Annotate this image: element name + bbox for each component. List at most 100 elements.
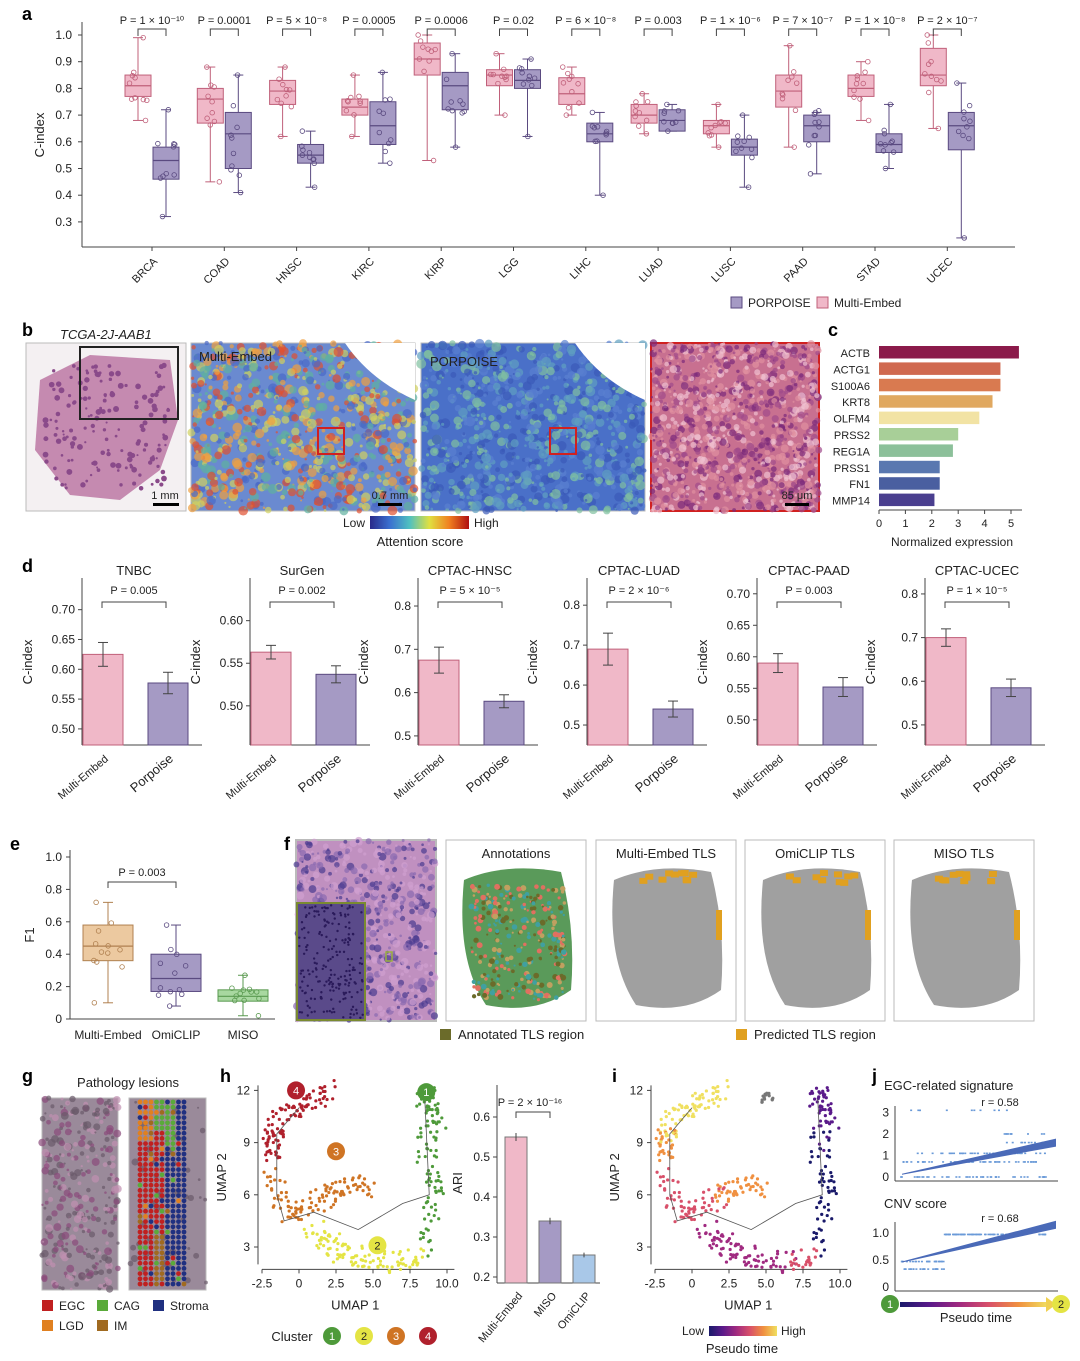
texture bbox=[198, 477, 208, 487]
texture bbox=[323, 509, 327, 512]
texture bbox=[205, 417, 215, 427]
texture bbox=[359, 451, 368, 460]
inset-texture bbox=[298, 936, 301, 939]
texture bbox=[787, 406, 793, 413]
texture bbox=[363, 892, 371, 899]
inset-texture bbox=[348, 969, 351, 973]
x-tick-label: Multi-Embed bbox=[224, 753, 279, 802]
texture bbox=[339, 506, 349, 516]
annotation-texture bbox=[494, 960, 499, 965]
tissue-texture bbox=[134, 400, 139, 405]
texture bbox=[253, 399, 264, 410]
data-point bbox=[416, 56, 423, 62]
inset-texture bbox=[308, 1006, 311, 1009]
texture bbox=[444, 446, 448, 451]
annotation-texture bbox=[490, 978, 494, 981]
x-tick-label: 3 bbox=[955, 518, 961, 530]
texture bbox=[359, 444, 363, 448]
texture bbox=[662, 507, 666, 511]
data-point bbox=[179, 991, 185, 997]
texture bbox=[390, 962, 396, 968]
texture bbox=[772, 494, 776, 498]
texture bbox=[747, 354, 753, 360]
texture bbox=[422, 866, 429, 873]
texture bbox=[356, 508, 362, 514]
texture bbox=[649, 488, 656, 495]
texture bbox=[678, 355, 682, 359]
significance-bracket bbox=[932, 28, 962, 36]
texture bbox=[795, 463, 801, 469]
texture bbox=[709, 441, 717, 449]
texture bbox=[585, 433, 591, 440]
annotation-texture bbox=[470, 950, 474, 954]
data-point bbox=[388, 137, 394, 143]
texture bbox=[684, 494, 689, 499]
tissue-texture bbox=[115, 370, 121, 377]
texture bbox=[733, 448, 741, 456]
data-point bbox=[791, 144, 797, 150]
inset-texture bbox=[299, 972, 303, 975]
texture bbox=[814, 392, 820, 399]
texture bbox=[284, 476, 291, 483]
tissue-texture bbox=[113, 406, 120, 413]
data-point bbox=[563, 112, 570, 118]
texture bbox=[459, 378, 463, 381]
texture bbox=[733, 356, 736, 359]
texture bbox=[510, 461, 515, 466]
texture bbox=[595, 445, 605, 455]
texture bbox=[654, 482, 659, 487]
texture bbox=[550, 488, 561, 499]
tissue-texture bbox=[148, 460, 153, 465]
texture bbox=[768, 469, 771, 472]
data-point bbox=[665, 128, 671, 134]
texture bbox=[634, 456, 645, 467]
texture bbox=[753, 447, 759, 453]
texture bbox=[398, 984, 402, 988]
texture bbox=[281, 415, 290, 424]
inset-texture bbox=[329, 973, 333, 976]
annotation-texture bbox=[560, 974, 567, 981]
texture bbox=[371, 498, 377, 504]
texture bbox=[650, 411, 653, 414]
texture bbox=[792, 406, 799, 414]
texture bbox=[311, 411, 316, 416]
texture bbox=[500, 460, 508, 469]
texture bbox=[447, 459, 450, 462]
tissue-texture bbox=[69, 428, 74, 433]
texture bbox=[425, 429, 429, 433]
texture bbox=[400, 972, 404, 976]
texture bbox=[402, 872, 407, 876]
multi-embed-heatmap bbox=[187, 339, 419, 516]
texture bbox=[713, 507, 720, 515]
annotation-texture bbox=[520, 946, 523, 949]
annotation-texture bbox=[513, 964, 516, 967]
data-point bbox=[283, 93, 289, 99]
texture bbox=[776, 351, 781, 356]
data-point bbox=[209, 110, 215, 116]
texture bbox=[546, 463, 551, 467]
texture bbox=[387, 913, 394, 919]
texture bbox=[356, 383, 361, 387]
data-point bbox=[925, 40, 931, 46]
texture bbox=[497, 372, 508, 382]
data-point bbox=[387, 160, 393, 166]
tissue-texture bbox=[82, 396, 88, 402]
annotation-texture bbox=[471, 994, 477, 999]
inset-texture bbox=[311, 970, 315, 973]
texture bbox=[308, 885, 317, 893]
inset-texture bbox=[340, 904, 344, 908]
data-point bbox=[749, 154, 755, 161]
box bbox=[919, 47, 947, 87]
data-point bbox=[862, 69, 868, 75]
texture bbox=[472, 494, 480, 502]
texture bbox=[218, 431, 227, 440]
texture bbox=[358, 868, 364, 875]
texture bbox=[314, 456, 324, 466]
tissue-shape bbox=[35, 355, 178, 500]
texture bbox=[676, 393, 685, 401]
texture bbox=[553, 401, 559, 406]
significance-bracket bbox=[860, 28, 890, 36]
texture bbox=[403, 441, 410, 448]
p-value-label: P = 0.002 bbox=[278, 585, 325, 597]
texture bbox=[357, 847, 363, 854]
